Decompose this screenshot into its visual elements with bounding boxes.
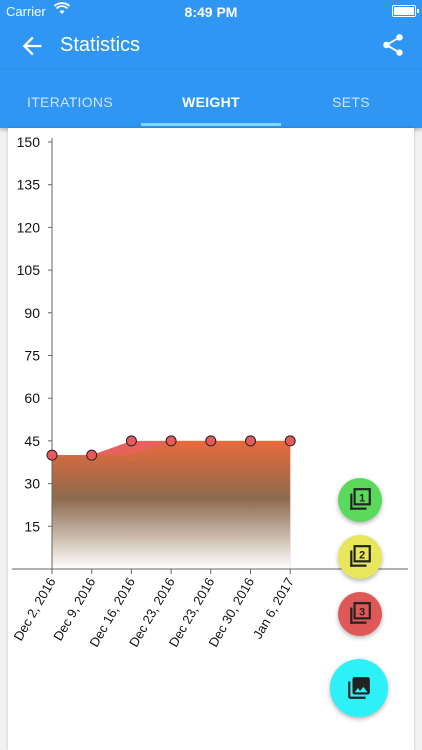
wifi-icon bbox=[53, 2, 71, 19]
y-tick-label: 75 bbox=[24, 348, 40, 364]
x-tick-label: Jan 6, 2017 bbox=[250, 575, 297, 641]
app-bar: Statistics bbox=[0, 22, 422, 70]
series-1-point bbox=[284, 435, 296, 447]
filter-1-icon: 1 bbox=[347, 487, 373, 513]
series-1-point bbox=[125, 435, 137, 447]
battery-icon bbox=[392, 5, 419, 17]
chart-card: 15 30 45 60 75 90 105 120 135 150 Dec 2, 2016 Dec 9… bbox=[8, 128, 414, 750]
y-tick-label: 30 bbox=[24, 476, 40, 492]
series-1-point bbox=[165, 435, 177, 447]
series-1-point bbox=[46, 449, 58, 461]
filter-1-button[interactable]: 1 bbox=[338, 478, 382, 522]
y-tick-label: 90 bbox=[24, 305, 40, 321]
page-title: Statistics bbox=[60, 34, 141, 56]
y-tick-label: 150 bbox=[17, 134, 41, 150]
y-tick-label: 45 bbox=[24, 433, 40, 449]
series-1-point bbox=[205, 435, 217, 447]
status-bar: Carrier 8:49 PM bbox=[0, 0, 422, 22]
filter-2-number: 2 bbox=[359, 550, 365, 562]
tab-iterations[interactable]: ITERATIONS bbox=[27, 94, 113, 110]
tab-bar: ITERATIONS WEIGHT SETS bbox=[0, 70, 422, 128]
y-tick-label: 15 bbox=[24, 518, 40, 534]
filter-1-number: 1 bbox=[359, 493, 365, 505]
series-2-point bbox=[126, 450, 137, 461]
series-2-area bbox=[52, 440, 291, 569]
filter-2-button[interactable]: 2 bbox=[338, 535, 382, 579]
filter-3-number: 3 bbox=[359, 607, 365, 619]
tab-weight[interactable]: WEIGHT bbox=[182, 94, 240, 110]
carrier-label: Carrier bbox=[6, 4, 46, 19]
series-1-point bbox=[86, 449, 98, 461]
photo-library-icon bbox=[346, 675, 372, 701]
arrow-back-icon[interactable] bbox=[18, 32, 46, 60]
tab-sets[interactable]: SETS bbox=[332, 94, 370, 110]
filter-3-icon: 3 bbox=[347, 601, 373, 627]
y-tick-label: 60 bbox=[24, 390, 40, 406]
series-1-point bbox=[245, 435, 256, 447]
photo-library-button[interactable] bbox=[330, 659, 388, 717]
share-icon[interactable] bbox=[380, 32, 406, 58]
filter-3-button[interactable]: 3 bbox=[338, 592, 382, 636]
y-tick-label: 135 bbox=[17, 177, 41, 193]
tab-indicator bbox=[141, 123, 281, 126]
y-tick-label: 120 bbox=[17, 219, 41, 235]
filter-2-icon: 2 bbox=[347, 544, 373, 570]
y-tick-label: 105 bbox=[17, 262, 41, 278]
clock: 8:49 PM bbox=[184, 4, 238, 20]
